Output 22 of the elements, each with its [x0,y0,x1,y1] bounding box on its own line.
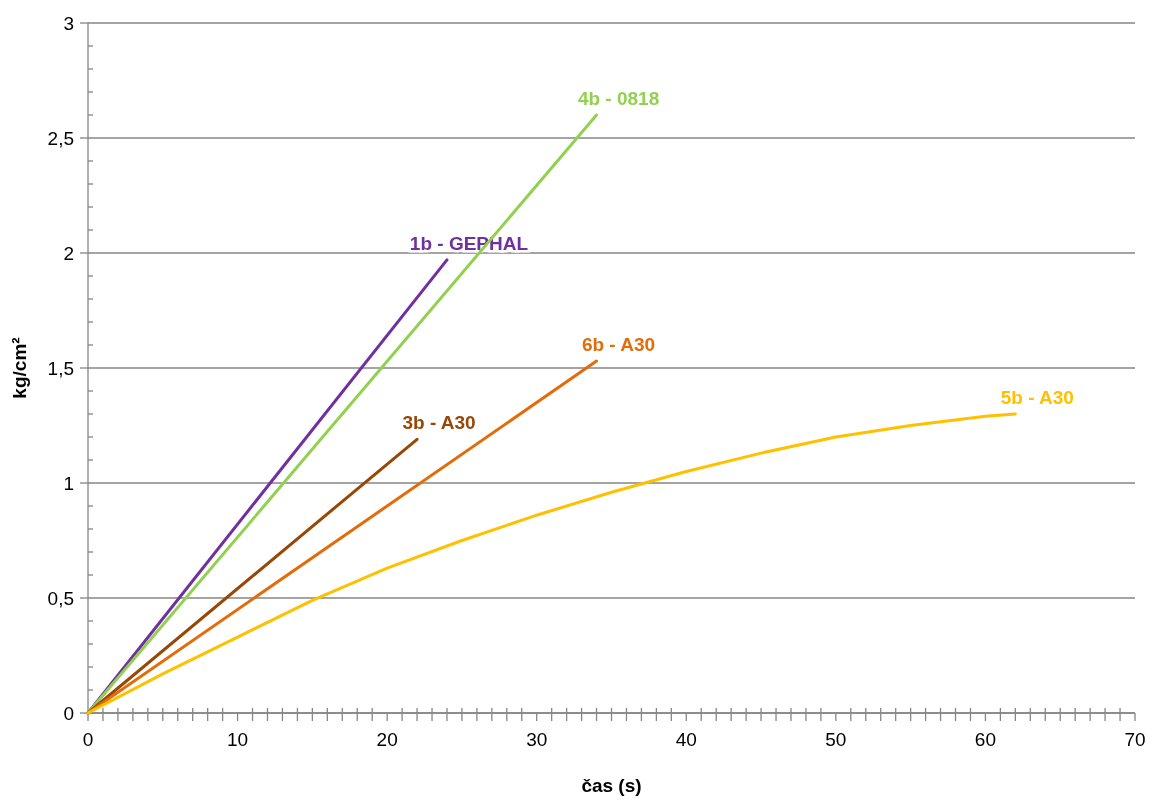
x-tick-label: 0 [82,729,94,750]
y-tick-label: 2,5 [47,127,74,149]
x-tick-label: 70 [1124,729,1146,750]
y-tick-label: 1,5 [47,357,74,379]
y-tick-label: 1 [63,472,74,494]
series-label: 3b - A30 [402,412,476,434]
x-tick-label: 30 [526,729,548,750]
y-tick-label: 2 [63,242,74,264]
x-tick-label: 20 [376,729,398,750]
y-tick-label: 0 [63,702,74,724]
line-series [86,412,1017,715]
series-label: 4b - 0818 [577,88,660,109]
x-tick-label: 10 [227,729,249,750]
y-tick-label: 3 [63,12,74,34]
x-tick-label: 60 [974,729,996,750]
x-tick-label: 50 [825,729,847,750]
series-label: 5b - A30 [1000,387,1074,408]
y-axis-title: kg/cm² [9,337,30,399]
x-tick-label: 40 [675,729,697,750]
series-label: 6b - A30 [581,334,656,356]
x-axis-title: čas (s) [581,775,642,796]
y-tick-label: 0,5 [47,587,74,609]
